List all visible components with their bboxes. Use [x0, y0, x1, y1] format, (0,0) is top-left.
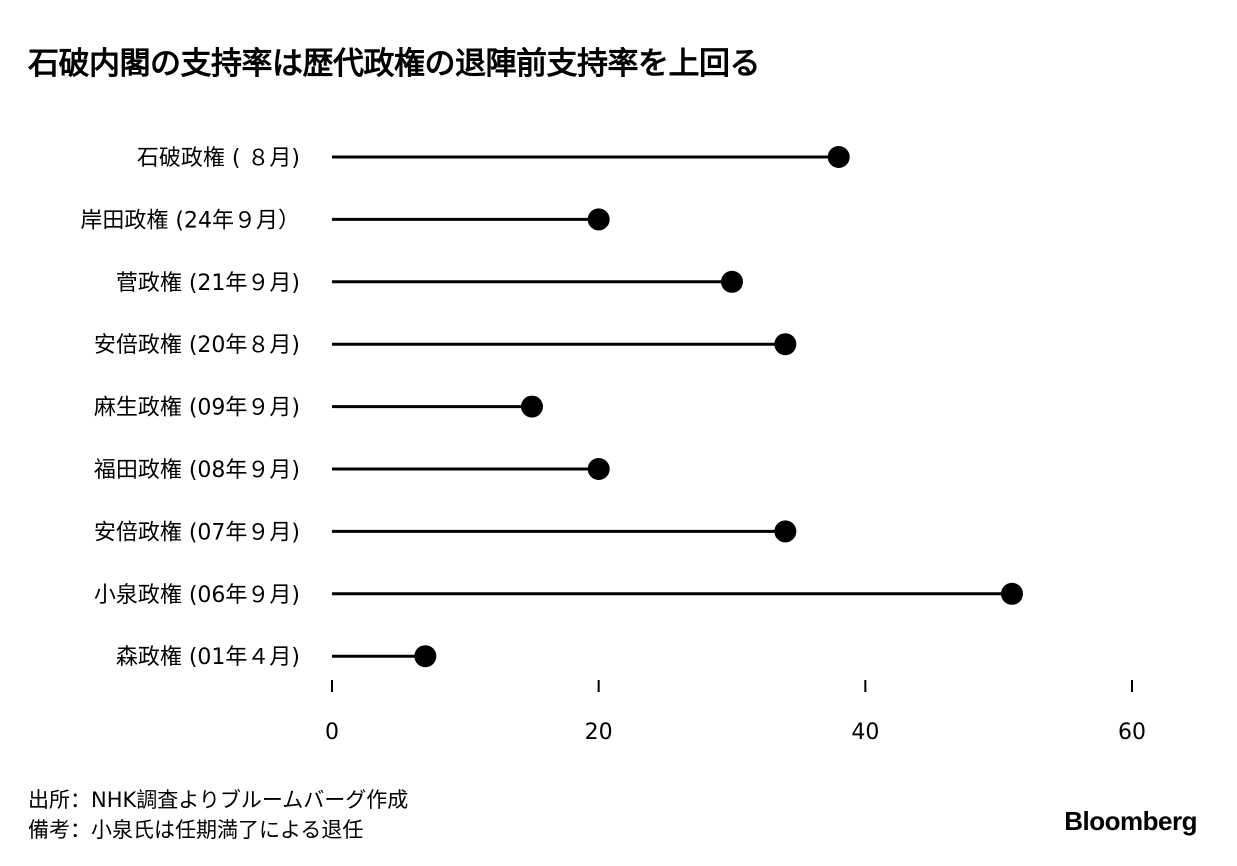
lollipop-dot	[1001, 582, 1023, 605]
lollipop-dot	[521, 395, 543, 418]
x-tick-label: 20	[585, 720, 613, 745]
lollipop-dot	[414, 645, 437, 668]
x-tick-label: 0	[325, 720, 339, 745]
category-label: 小泉政権 (06年９月)	[94, 583, 300, 608]
source-note: 出所：NHK調査よりブルームバーグ作成	[28, 788, 409, 812]
lollipop-chart: 石破政権 ( ８月) 岸田政権 (24年９月） 菅政権 (21年９月) 安倍政権 (2…	[80, 146, 1146, 745]
lollipop-dot	[587, 208, 610, 231]
bloomberg-logo: Bloomberg	[1064, 806, 1197, 836]
category-label: 菅政権 (21年９月)	[116, 271, 300, 296]
category-label: 石破政権 ( ８月)	[137, 146, 300, 171]
category-label: 麻生政権 (09年９月)	[94, 396, 300, 421]
lollipop-dot	[774, 333, 797, 356]
category-label: 岸田政権 (24年９月）	[80, 208, 300, 233]
chart-title: 石破内閣の支持率は歴代政権の退陣前支持率を上回る	[28, 46, 761, 82]
lollipop-dot	[774, 520, 797, 543]
category-label: 森政権 (01年４月)	[116, 645, 300, 670]
remark-note: 備考：小泉氏は任期満了による退任	[28, 818, 364, 842]
lollipop-dot	[587, 458, 610, 480]
x-tick-label: 60	[1118, 720, 1146, 745]
category-label: 安倍政権 (07年９月)	[94, 520, 300, 545]
lollipop-dot	[827, 146, 850, 168]
category-label: 安倍政権 (20年８月)	[94, 333, 300, 358]
x-tick-label: 40	[851, 720, 879, 745]
lollipop-dot	[721, 270, 743, 293]
category-label: 福田政権 (08年９月)	[94, 458, 300, 483]
